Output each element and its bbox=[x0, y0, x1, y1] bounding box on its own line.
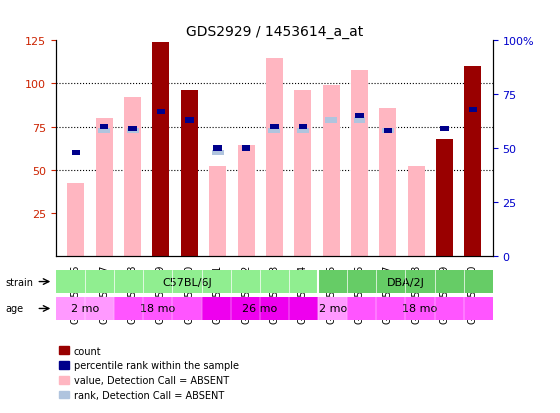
Bar bbox=[56, 271, 318, 293]
Bar bbox=[347, 297, 493, 320]
Bar bbox=[297, 129, 309, 134]
Text: 18 mo: 18 mo bbox=[403, 304, 437, 314]
Bar bbox=[56, 297, 114, 320]
Bar bbox=[353, 118, 366, 123]
Bar bbox=[270, 125, 279, 130]
Text: DBA/2J: DBA/2J bbox=[386, 277, 424, 287]
Bar bbox=[384, 129, 392, 134]
Bar bbox=[408, 167, 424, 256]
Bar bbox=[98, 129, 110, 134]
Bar bbox=[440, 127, 449, 132]
Bar bbox=[212, 150, 223, 156]
Text: C57BL/6J: C57BL/6J bbox=[162, 277, 212, 287]
Bar bbox=[298, 125, 307, 130]
Bar bbox=[181, 91, 198, 256]
Bar bbox=[379, 108, 396, 256]
Bar bbox=[209, 167, 226, 256]
Bar bbox=[67, 184, 85, 256]
Bar bbox=[266, 59, 283, 256]
Bar bbox=[185, 118, 194, 123]
Bar bbox=[355, 114, 364, 119]
Bar bbox=[242, 146, 250, 151]
Bar bbox=[213, 146, 222, 151]
Bar bbox=[96, 119, 113, 256]
Bar bbox=[152, 43, 170, 256]
Text: 2 mo: 2 mo bbox=[319, 304, 347, 314]
Bar bbox=[436, 139, 453, 256]
Bar bbox=[100, 125, 109, 130]
Bar bbox=[382, 129, 394, 134]
Text: 26 mo: 26 mo bbox=[242, 304, 277, 314]
Bar bbox=[351, 71, 368, 256]
Bar bbox=[469, 107, 477, 113]
Bar bbox=[124, 98, 141, 256]
Title: GDS2929 / 1453614_a_at: GDS2929 / 1453614_a_at bbox=[186, 25, 363, 39]
Bar bbox=[128, 127, 137, 132]
Text: 18 mo: 18 mo bbox=[141, 304, 175, 314]
Bar bbox=[237, 146, 255, 256]
Bar bbox=[325, 118, 337, 123]
Bar bbox=[323, 86, 339, 256]
Bar bbox=[127, 129, 138, 134]
Bar bbox=[294, 91, 311, 256]
Bar bbox=[268, 129, 281, 134]
Legend: count, percentile rank within the sample, value, Detection Call = ABSENT, rank, : count, percentile rank within the sample… bbox=[55, 342, 242, 404]
Bar bbox=[318, 271, 493, 293]
Text: strain: strain bbox=[6, 277, 34, 287]
Text: 2 mo: 2 mo bbox=[71, 304, 99, 314]
Bar bbox=[157, 109, 165, 115]
Bar bbox=[114, 297, 202, 320]
Bar bbox=[202, 297, 318, 320]
Bar bbox=[318, 297, 347, 320]
Bar bbox=[72, 150, 80, 156]
Bar bbox=[464, 67, 482, 256]
Text: age: age bbox=[6, 304, 24, 314]
